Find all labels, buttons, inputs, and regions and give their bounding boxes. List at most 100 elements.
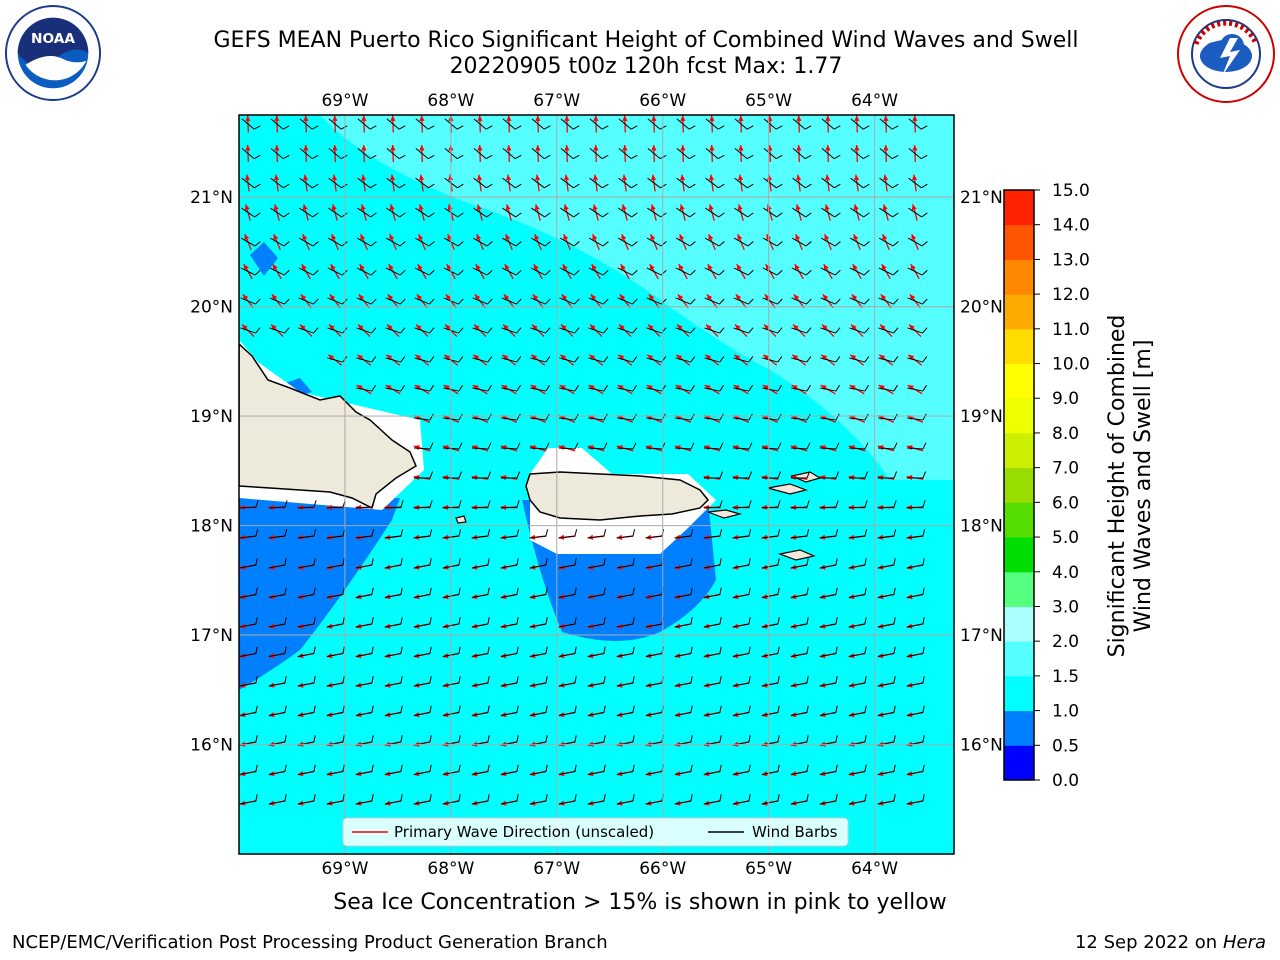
wind-barb (414, 384, 435, 392)
wind-barb (908, 177, 928, 189)
wind-barb (763, 147, 783, 160)
wind-barb (588, 356, 609, 363)
wind-barb (618, 147, 638, 160)
wind-barb (762, 617, 780, 628)
wind-barb (820, 237, 841, 247)
colorbar-segment (1004, 571, 1034, 607)
wind-barb (559, 384, 580, 392)
wind-barb (907, 413, 927, 421)
wind-barb (732, 471, 753, 479)
wind-barb (849, 558, 867, 569)
wind-barb (676, 207, 696, 218)
wind-barb (820, 384, 841, 392)
wind-barb (820, 646, 838, 657)
map-frame (238, 114, 955, 855)
wind-barb (908, 147, 928, 160)
footer-credit: NCEP/EMC/Verification Post Processing Pr… (12, 932, 608, 953)
wind-barb (240, 617, 258, 628)
wind-barb (327, 646, 345, 657)
wind-barb (559, 558, 577, 569)
wind-barb (357, 118, 377, 130)
wind-barb (559, 764, 577, 775)
wind-barb (907, 617, 925, 628)
wind-barb (588, 646, 606, 657)
legend-wind-label: Wind Barbs (752, 823, 838, 841)
wind-barb (270, 118, 290, 130)
wind-barb (501, 646, 519, 657)
wind-barb (850, 177, 870, 189)
nws-logo (1177, 5, 1275, 103)
wind-barb (297, 500, 317, 509)
wind-barb (820, 617, 838, 628)
wind-barb (675, 558, 693, 569)
wind-barb (704, 676, 722, 687)
wind-barb (908, 207, 928, 218)
wind-barb (530, 705, 548, 716)
wind-barb (791, 356, 812, 363)
wind-barb (240, 297, 261, 305)
wind-barb (355, 529, 375, 539)
wind-barb (589, 207, 609, 218)
wind-barb (733, 646, 751, 657)
wind-barb (791, 384, 812, 392)
wind-barb (471, 442, 492, 450)
wind-barb (617, 297, 638, 305)
land-mona (455, 515, 467, 524)
wind-barb (558, 442, 579, 450)
wind-barb (501, 587, 519, 598)
wind-barb (848, 500, 868, 509)
wind-barb (385, 267, 406, 276)
wind-barb (733, 764, 751, 775)
wind-barb (878, 297, 899, 305)
wind-barb (704, 794, 722, 805)
wind-barb (704, 558, 722, 569)
wind-barb (472, 676, 490, 687)
wind-barb (413, 529, 433, 539)
wind-barb (327, 705, 345, 716)
wind-barb (239, 500, 259, 509)
wind-barb (559, 705, 577, 716)
wind-barb (472, 705, 490, 716)
wind-barb (762, 327, 783, 334)
wind-barb (588, 676, 606, 687)
wind-barb (530, 384, 551, 392)
wind-barb (241, 177, 261, 189)
wind-barb (530, 237, 551, 247)
wind-barb (762, 676, 780, 687)
wind-barb (414, 617, 432, 628)
wind-barb (502, 147, 522, 160)
wind-barb (298, 297, 319, 305)
lon-tick-top: 67°W (533, 91, 580, 111)
wind-barb (906, 529, 926, 539)
wind-barb (879, 177, 899, 189)
wind-barb (356, 794, 374, 805)
wind-barb (472, 327, 493, 334)
wind-barb (299, 147, 319, 160)
wind-barb (850, 118, 870, 130)
wind-barb (732, 442, 753, 450)
wind-barb (241, 207, 261, 218)
colorbar-tick-label: 1.5 (1052, 667, 1079, 687)
footer-machine: Hera (1222, 932, 1266, 953)
wind-barb (384, 500, 404, 509)
colorbar-tick-label: 6.0 (1052, 493, 1079, 513)
wind-barb (733, 587, 751, 598)
wind-barb (676, 177, 696, 189)
wind-barb (732, 529, 752, 539)
wind-barb (762, 794, 780, 805)
wind-barb (618, 177, 638, 189)
wind-barb (850, 147, 870, 160)
wind-barb (703, 471, 724, 479)
wind-barb (878, 267, 899, 276)
wind-barb (500, 529, 520, 539)
wind-barb (849, 327, 870, 334)
wind-barb (704, 297, 725, 305)
land-hispaniola (239, 342, 417, 510)
wind-barb (821, 207, 841, 218)
wind-barb (675, 617, 693, 628)
wind-barb (385, 356, 406, 363)
wind-barb (240, 646, 258, 657)
wind-barb (240, 267, 261, 276)
wind-barb (734, 207, 754, 218)
wind-barb (618, 118, 638, 130)
